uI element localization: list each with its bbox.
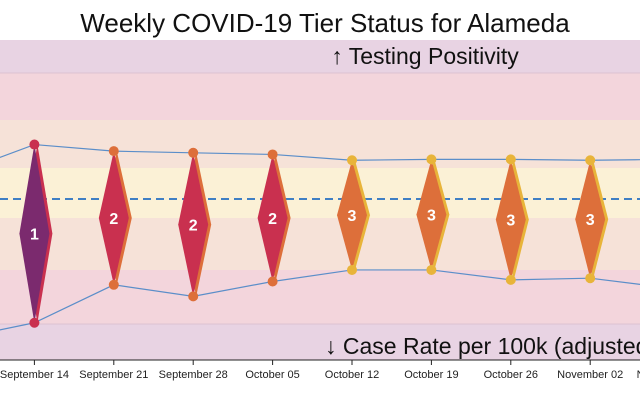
tier-diamond: 3 <box>495 159 529 280</box>
bottom-band-label: ↓ Case Rate per 100k (adjusted) <box>325 333 640 359</box>
band-bottom-outer <box>0 324 640 360</box>
data-point-case-rate <box>29 317 40 328</box>
data-point-case-rate <box>267 276 278 287</box>
tier-diamond-body <box>19 144 50 323</box>
x-tick-label: September 28 <box>159 369 228 381</box>
chart-title: Weekly COVID-19 Tier Status for Alameda <box>80 8 570 38</box>
tier-diamond: 1 <box>19 144 53 323</box>
data-point-case-rate <box>505 274 516 285</box>
x-tick-label: October 26 <box>484 369 538 381</box>
data-point-case-rate <box>585 273 596 284</box>
data-point-testing-positivity <box>585 155 596 166</box>
tier-label: 2 <box>268 211 277 228</box>
tier-diamond: 2 <box>98 151 132 285</box>
data-point-case-rate <box>108 279 119 290</box>
data-point-testing-positivity <box>267 149 278 160</box>
data-point-testing-positivity <box>347 155 357 166</box>
x-tick-label: November 09 <box>637 369 640 381</box>
band-top-outer <box>0 40 640 73</box>
tier-diamond-body <box>257 154 288 282</box>
series-line-case-rate <box>0 269 640 331</box>
tier-diamond-body <box>416 159 447 270</box>
tier-diamond-body <box>575 160 606 279</box>
band-center-yellow <box>0 168 640 218</box>
tier-diamond-body <box>98 151 129 285</box>
x-tick-label: November 02 <box>557 369 623 381</box>
data-point-case-rate <box>347 264 357 275</box>
data-point-testing-positivity <box>29 139 40 150</box>
tier-diamond-body <box>495 159 526 280</box>
x-tick-label: October 05 <box>245 369 299 381</box>
band-bottom-red <box>0 270 640 324</box>
top-band-label: ↑ Testing Positivity <box>331 43 519 69</box>
band-top-orange <box>0 120 640 168</box>
tier-diamond-body <box>178 152 209 297</box>
x-tick-label: October 12 <box>325 369 379 381</box>
tier-label: 2 <box>189 218 198 235</box>
data-point-testing-positivity <box>426 154 437 165</box>
x-tick-label: October 19 <box>404 369 458 381</box>
band-bottom-orange <box>0 218 640 270</box>
data-point-case-rate <box>426 264 437 275</box>
x-tick-label: September 21 <box>79 369 148 381</box>
x-tick-label: September 14 <box>0 369 69 381</box>
tier-label: 3 <box>427 208 436 225</box>
series-line-testing-positivity <box>0 143 640 161</box>
tier-label: 2 <box>109 211 118 228</box>
tier-diamond: 3 <box>416 159 450 270</box>
tier-diamond-body <box>337 160 367 270</box>
tier-label: 1 <box>30 227 39 244</box>
data-point-testing-positivity <box>188 147 199 158</box>
tier-label: 3 <box>506 213 515 230</box>
tier-diamond: 3 <box>337 160 370 270</box>
band-top-red <box>0 73 640 120</box>
tier-diamond: 2 <box>178 152 212 297</box>
data-point-testing-positivity <box>108 146 119 157</box>
data-point-case-rate <box>188 291 199 302</box>
data-point-testing-positivity <box>505 154 516 165</box>
tier-diamond: 2 <box>257 154 291 282</box>
tier-diamond: 3 <box>575 160 609 279</box>
tier-label: 3 <box>348 208 357 225</box>
tier-label: 3 <box>586 212 595 229</box>
